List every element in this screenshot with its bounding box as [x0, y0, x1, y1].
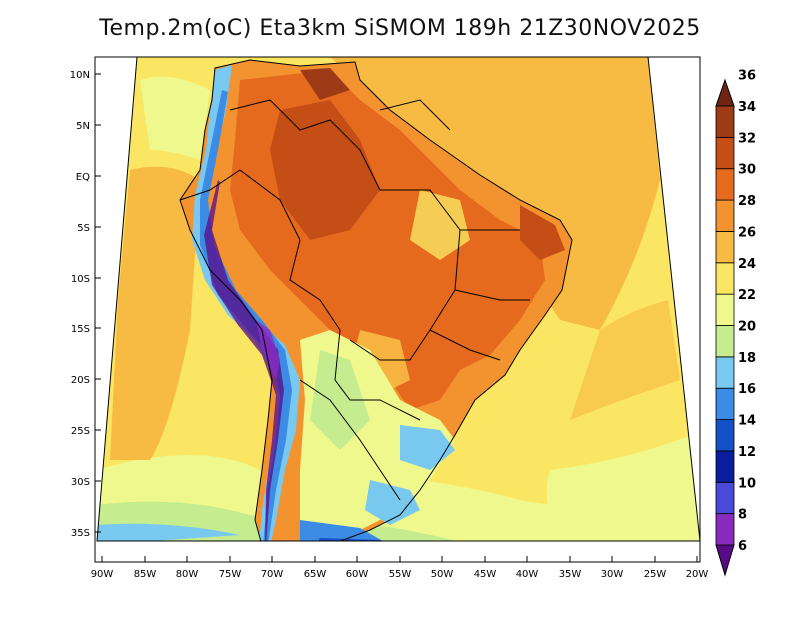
colorbar-top-arrow: [715, 78, 735, 107]
lat-label-10s: 10S: [71, 274, 90, 285]
colorbar-segment: [715, 325, 735, 358]
lon-label-35w: 35W: [559, 569, 582, 580]
latitude-axis: 10N 5N EQ 5S 10S 15S 20S 25S 30S 35S: [70, 70, 101, 539]
colorbar-segment: [715, 199, 735, 232]
lat-label-5n: 5N: [76, 121, 90, 132]
colorbar-label: 28: [738, 194, 756, 209]
colorbar-segment: [715, 105, 735, 138]
colorbar-segment: [715, 231, 735, 264]
lat-label-eq: EQ: [76, 172, 90, 183]
coastline-borders: [179, 59, 573, 541]
colorbar-label: 16: [738, 382, 756, 397]
colorbar-label: 36: [738, 69, 756, 84]
colorbar-label: 14: [738, 414, 756, 429]
lat-label-35s: 35S: [71, 528, 90, 539]
longitude-axis: 90W 85W 80W 75W 70W 65W 60W 55W 50W 45W …: [91, 556, 709, 580]
colorbar: 6 8 10 12 14 16 18 20 22 24 26 28 30 32 34 36: [715, 69, 756, 577]
colorbar-label: 12: [738, 445, 756, 460]
colorbar-label: 8: [738, 508, 747, 523]
lon-label-55w: 55W: [389, 569, 412, 580]
lon-label-70w: 70W: [261, 569, 284, 580]
colorbar-segment: [715, 513, 735, 546]
lon-label-85w: 85W: [134, 569, 157, 580]
lon-label-65w: 65W: [304, 569, 327, 580]
map-title: Temp.2m(oC) Eta3km SiSMOM 189h 21Z30NOV2…: [99, 16, 701, 41]
lat-label-15s: 15S: [71, 324, 90, 335]
colorbar-bottom-arrow: [715, 544, 735, 577]
plot-border: [94, 56, 701, 563]
lon-label-60w: 60W: [346, 569, 369, 580]
lat-label-25s: 25S: [71, 426, 90, 437]
colorbar-label: 26: [738, 225, 756, 240]
lon-label-90w: 90W: [91, 569, 114, 580]
colorbar-label: 20: [738, 320, 756, 335]
colorbar-label: 22: [738, 288, 756, 303]
colorbar-segment: [715, 168, 735, 201]
colorbar-label: 24: [738, 257, 756, 272]
colorbar-label: 30: [738, 163, 756, 178]
lon-label-20w: 20W: [686, 569, 709, 580]
lon-label-30w: 30W: [601, 569, 624, 580]
lat-label-5s: 5S: [77, 223, 90, 234]
lon-label-75w: 75W: [219, 569, 242, 580]
map-domain: [97, 57, 700, 541]
lon-label-40w: 40W: [516, 569, 539, 580]
colorbar-segment: [715, 450, 735, 483]
colorbar-segment: [715, 419, 735, 452]
lon-label-25w: 25W: [644, 569, 667, 580]
lat-label-10n: 10N: [70, 70, 90, 81]
colorbar-label: 10: [738, 476, 756, 491]
colorbar-segment: [715, 136, 735, 170]
colorbar-segment: [715, 356, 735, 389]
lon-label-50w: 50W: [431, 569, 454, 580]
colorbar-segment: [715, 387, 735, 420]
colorbar-segment: [715, 262, 735, 295]
colorbar-label: 18: [738, 351, 756, 366]
lat-label-20s: 20S: [71, 375, 90, 386]
lon-label-80w: 80W: [176, 569, 199, 580]
colorbar-segment: [715, 293, 735, 326]
colorbar-label: 6: [738, 539, 747, 554]
colorbar-segment: [715, 481, 735, 515]
lon-label-45w: 45W: [474, 569, 497, 580]
colorbar-label: 34: [738, 100, 756, 115]
colorbar-label: 32: [738, 131, 756, 146]
lat-label-30s: 30S: [71, 477, 90, 488]
